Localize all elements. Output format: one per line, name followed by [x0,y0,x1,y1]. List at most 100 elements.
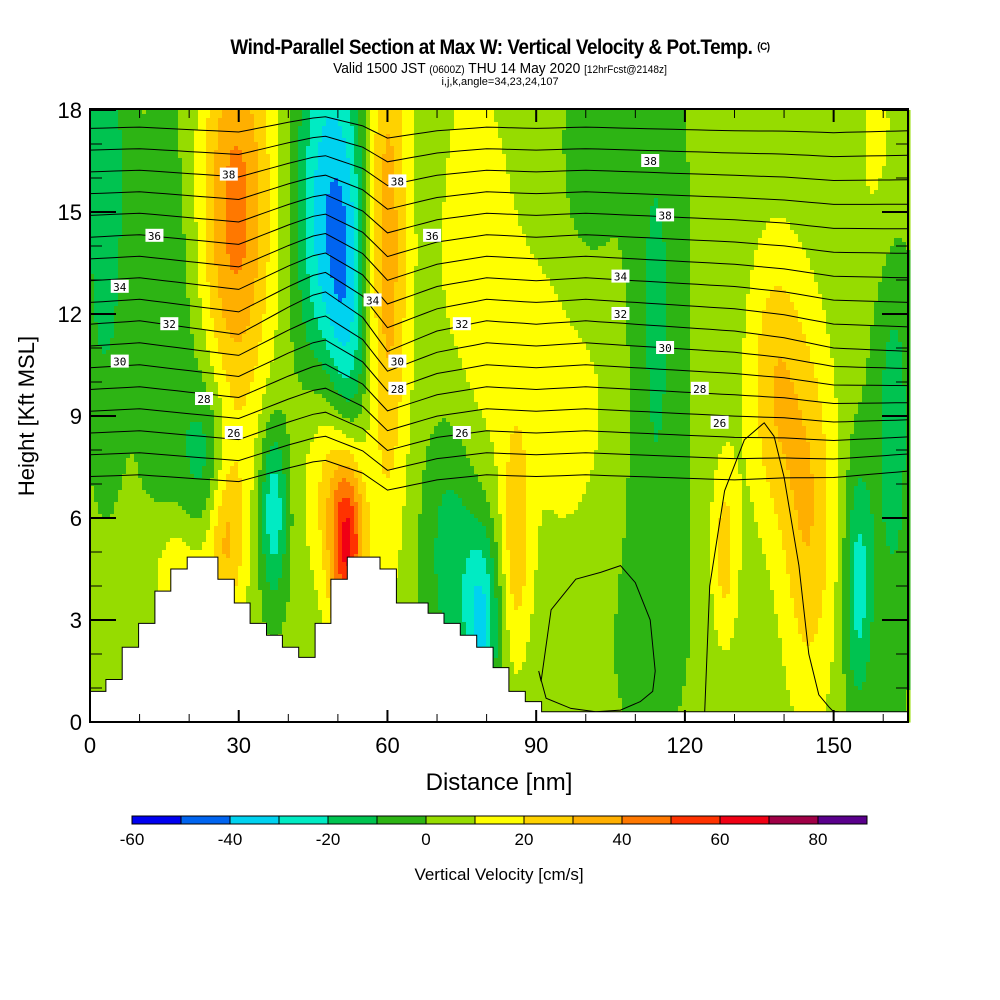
velocity-cell [442,290,447,419]
velocity-cell [482,110,487,419]
velocity-cell [314,318,319,359]
isentrope-32 [89,271,909,329]
velocity-cell [238,410,243,479]
velocity-cell [790,382,795,491]
velocity-cell [250,382,255,491]
colorbar-label: Vertical Velocity [cm/s] [414,865,583,884]
velocity-cell [382,334,387,475]
velocity-cell [842,538,847,675]
velocity-cell [598,246,603,723]
velocity-cell [794,618,799,723]
velocity-cell [562,110,567,131]
contour-label: 28 [388,381,407,396]
velocity-cell [342,434,347,451]
isentrope-25 [89,435,909,471]
title-text: Wind-Parallel Section at Max W: Vertical… [230,36,753,59]
velocity-cell [498,110,503,139]
velocity-cell [762,110,767,231]
velocity-cell [210,510,215,559]
velocity-cell [778,110,783,219]
velocity-cell [458,498,463,671]
velocity-cell [338,482,343,503]
velocity-cell [282,414,287,475]
velocity-cell [738,474,743,571]
isentrope-24 [89,459,909,491]
velocity-cell [622,278,627,539]
velocity-cell [186,514,191,547]
velocity-cell [574,230,579,331]
colorbar: -60 -40 -20 0 20 40 60 80 [120,815,868,849]
contour-label: 32 [452,317,471,331]
velocity-cell [326,550,331,599]
contour-label: 34 [363,293,382,307]
chart-subtitle: Valid 1500 JST (0600Z) THU 14 May 2020 [… [40,60,960,77]
velocity-cell [854,110,859,415]
velocity-cell [858,534,863,639]
velocity-cell [250,306,255,383]
contour-label-text: 38 [391,175,404,188]
velocity-cell [514,210,519,427]
velocity-cell [334,450,339,471]
velocity-cell [274,554,279,591]
velocity-cell [290,342,295,515]
velocity-cell [358,414,363,443]
velocity-cell [746,110,751,295]
velocity-cell [530,110,535,255]
velocity-cell [410,110,415,391]
colorbar-segment [719,815,770,825]
velocity-cell [342,378,347,399]
velocity-cell [774,110,779,219]
contour-label-text: 36 [425,230,438,243]
velocity-cell [142,114,147,491]
velocity-cell [718,518,723,587]
velocity-cell [562,130,567,155]
velocity-cell [710,502,715,595]
velocity-cell [286,110,291,435]
velocity-cell [786,470,791,575]
contour-label: 36 [423,228,442,243]
velocity-cell [774,514,779,615]
velocity-cell [750,502,755,723]
velocity-cell [758,238,763,335]
y-tick-label: 12 [58,302,82,327]
x-axis-ticks: 0 30 60 90 120 150 [84,110,884,758]
velocity-cell [298,110,303,127]
velocity-cell [250,490,255,723]
velocity-cell [670,110,675,723]
velocity-cell [462,370,467,447]
velocity-cell [782,362,787,455]
velocity-cell [190,422,195,475]
velocity-cell [570,218,575,327]
velocity-cell [854,414,859,487]
velocity-cell [806,346,811,443]
velocity-cell [890,246,895,331]
velocity-cell [330,450,335,479]
velocity-cell [798,110,803,243]
velocity-cell [550,110,555,287]
velocity-cell [466,558,471,655]
velocity-cell [186,458,191,515]
colorbar-tick-label: 20 [515,830,534,849]
velocity-cell [286,434,291,603]
velocity-cell [278,110,283,411]
velocity-cell [222,318,227,371]
velocity-cell [330,326,335,359]
velocity-cell [202,330,207,383]
velocity-cell [350,202,355,323]
velocity-cell [326,426,331,455]
velocity-cell [790,598,795,707]
colorbar-tick-label: -40 [218,830,243,849]
velocity-cell [178,110,183,159]
velocity-cell [326,194,331,255]
velocity-cell [622,538,627,715]
velocity-cell [334,178,339,295]
velocity-cell [898,238,903,343]
velocity-cell [882,266,887,371]
velocity-cell [338,394,343,415]
velocity-cell [138,110,143,479]
velocity-cell [466,458,471,511]
velocity-cell [454,346,459,431]
velocity-cell [798,322,803,411]
velocity-cell [762,230,767,311]
velocity-cell [886,118,891,131]
